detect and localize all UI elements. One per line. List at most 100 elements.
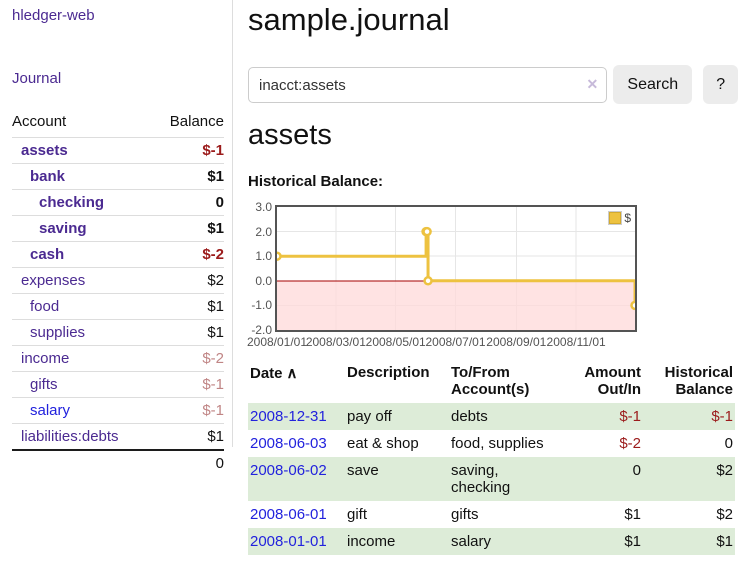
- register-row: 2008-06-03 eat & shop food, supplies $-2 0: [248, 430, 735, 457]
- transaction-date-link[interactable]: 2008-01-01: [250, 533, 327, 550]
- transaction-amount: $-2: [619, 435, 641, 452]
- account-total-row: 0: [12, 449, 224, 476]
- transaction-balance: $-1: [711, 408, 733, 425]
- transaction-amount: $-1: [619, 408, 641, 425]
- account-table-header-row: Account Balance: [12, 109, 224, 138]
- register-row: 2008-01-01 income salary $1 $1: [248, 528, 735, 555]
- transaction-accounts: food, supplies: [451, 435, 544, 452]
- transaction-date-link[interactable]: 2008-06-02: [250, 462, 327, 479]
- help-button[interactable]: ?: [703, 65, 739, 104]
- date-column-header[interactable]: Date ∧: [250, 365, 298, 382]
- transaction-amount: $1: [624, 533, 641, 550]
- account-link-checking[interactable]: checking: [39, 194, 105, 211]
- transaction-date-link[interactable]: 2008-12-31: [250, 408, 327, 425]
- transaction-description: gift: [347, 506, 368, 523]
- legend-swatch-icon: [609, 212, 622, 224]
- account-link-gifts[interactable]: gifts: [30, 376, 58, 393]
- account-link-income[interactable]: income: [21, 350, 70, 367]
- x-tick-label: 2008/07/01: [425, 335, 486, 349]
- account-link-liabilities-debts[interactable]: liabilities:debts: [21, 428, 119, 445]
- transaction-accounts: saving, checking: [451, 462, 511, 496]
- register-table: Date ∧ Description To/From Account(s) Amo…: [248, 362, 735, 555]
- sidebar-account-row: gifts $-1: [12, 371, 224, 398]
- register-row: 2008-06-01 gift gifts $1 $2: [248, 501, 735, 528]
- amount-column-header: Amount Out/In: [584, 364, 641, 398]
- account-link-bank[interactable]: bank: [30, 168, 66, 185]
- transaction-date-cell: 2008-06-02: [248, 457, 345, 501]
- legend-label: $: [624, 211, 631, 225]
- sidebar-account-row: checking 0: [12, 189, 224, 216]
- transaction-date-cell: 2008-06-01: [248, 501, 345, 528]
- transaction-balance: $2: [716, 462, 733, 479]
- account-link-expenses[interactable]: expenses: [21, 272, 86, 289]
- register-row: 2008-06-02 save saving, checking 0 $2: [248, 457, 735, 501]
- account-balance: $-2: [152, 241, 224, 268]
- transaction-description: save: [347, 462, 379, 479]
- sidebar-account-row: expenses $2: [12, 267, 224, 294]
- description-column-header: Description: [347, 364, 430, 381]
- accounts-column-header: To/From Account(s): [451, 364, 530, 398]
- account-balance: $1: [152, 423, 224, 450]
- account-balance: $-2: [152, 345, 224, 372]
- total-spacer: [12, 449, 153, 476]
- sidebar-account-row: supplies $1: [12, 319, 224, 346]
- transaction-amount: 0: [632, 462, 641, 479]
- search-bar: ✕ Search ?: [248, 65, 739, 104]
- transaction-date-cell: 2008-12-31: [248, 403, 345, 430]
- transaction-date-cell: 2008-06-03: [248, 430, 345, 457]
- transaction-accounts: gifts: [451, 506, 479, 523]
- account-balance: 0: [152, 189, 224, 216]
- x-tick-label: 2008/11/01: [546, 335, 606, 349]
- transaction-description: pay off: [347, 408, 392, 425]
- account-link-saving[interactable]: saving: [39, 220, 87, 237]
- transaction-accounts: salary: [451, 533, 492, 550]
- total-balance: 0: [152, 449, 224, 476]
- transaction-balance: $2: [716, 506, 733, 523]
- account-balance: $1: [152, 163, 224, 190]
- historical-balance-chart: 3.0 2.0 1.0 0.0 -1.0 -2.0 $ 2008/01/01 2008/03…: [246, 200, 738, 352]
- transaction-balance: $1: [716, 533, 733, 550]
- sidebar-account-row: assets $-1: [12, 137, 224, 164]
- y-tick-label: 2.0: [255, 224, 272, 239]
- sidebar-item-journal[interactable]: Journal: [12, 70, 62, 87]
- account-balance: $-1: [152, 397, 224, 424]
- account-link-salary[interactable]: salary: [30, 402, 71, 419]
- account-link-supplies[interactable]: supplies: [30, 324, 86, 341]
- y-tick-label: 3.0: [255, 200, 272, 214]
- transaction-date-link[interactable]: 2008-06-01: [250, 506, 327, 523]
- clear-search-icon[interactable]: ✕: [586, 76, 599, 92]
- y-tick-label: -2.0: [251, 323, 272, 337]
- transaction-date-link[interactable]: 2008-06-03: [250, 435, 327, 452]
- account-balance: $2: [152, 267, 224, 294]
- chart-title: Historical Balance:: [248, 173, 384, 190]
- sidebar-account-row: saving $1: [12, 215, 224, 242]
- sort-ascending-icon: ∧: [286, 365, 298, 382]
- sidebar-account-row: income $-2: [12, 345, 224, 372]
- page-title: sample.journal: [248, 2, 450, 37]
- account-heading: assets: [248, 119, 332, 151]
- balance-column-header: Historical Balance: [664, 364, 733, 398]
- chart-plot-area: $: [275, 205, 637, 332]
- y-tick-label: 0.0: [255, 273, 272, 288]
- account-balance: $1: [152, 215, 224, 242]
- app-title-link[interactable]: hledger-web: [12, 7, 95, 24]
- account-link-cash[interactable]: cash: [30, 246, 65, 263]
- account-balance: $-1: [152, 137, 224, 164]
- transaction-amount: $1: [624, 506, 641, 523]
- sidebar-account-row: bank $1: [12, 163, 224, 190]
- account-balance: $1: [152, 319, 224, 346]
- account-link-food[interactable]: food: [30, 298, 60, 315]
- search-input[interactable]: [248, 67, 608, 103]
- sidebar-account-row: liabilities:debts $1: [12, 423, 224, 450]
- account-link-assets[interactable]: assets: [21, 142, 68, 159]
- y-tick-label: -1.0: [251, 298, 272, 313]
- transaction-accounts: debts: [451, 408, 488, 425]
- search-button[interactable]: Search: [613, 65, 693, 104]
- main-content: sample.journal ✕ Search ? assets Histori…: [246, 0, 739, 555]
- x-tick-label: 2008/03/01: [305, 335, 366, 349]
- transaction-balance: 0: [724, 435, 733, 452]
- x-tick-label: 2008/01/01: [246, 335, 308, 349]
- account-balance: $-1: [152, 371, 224, 398]
- sidebar-account-row: salary $-1: [12, 397, 224, 424]
- account-balance-table: Account Balance assets $-1 bank $1 checking 0…: [12, 109, 224, 476]
